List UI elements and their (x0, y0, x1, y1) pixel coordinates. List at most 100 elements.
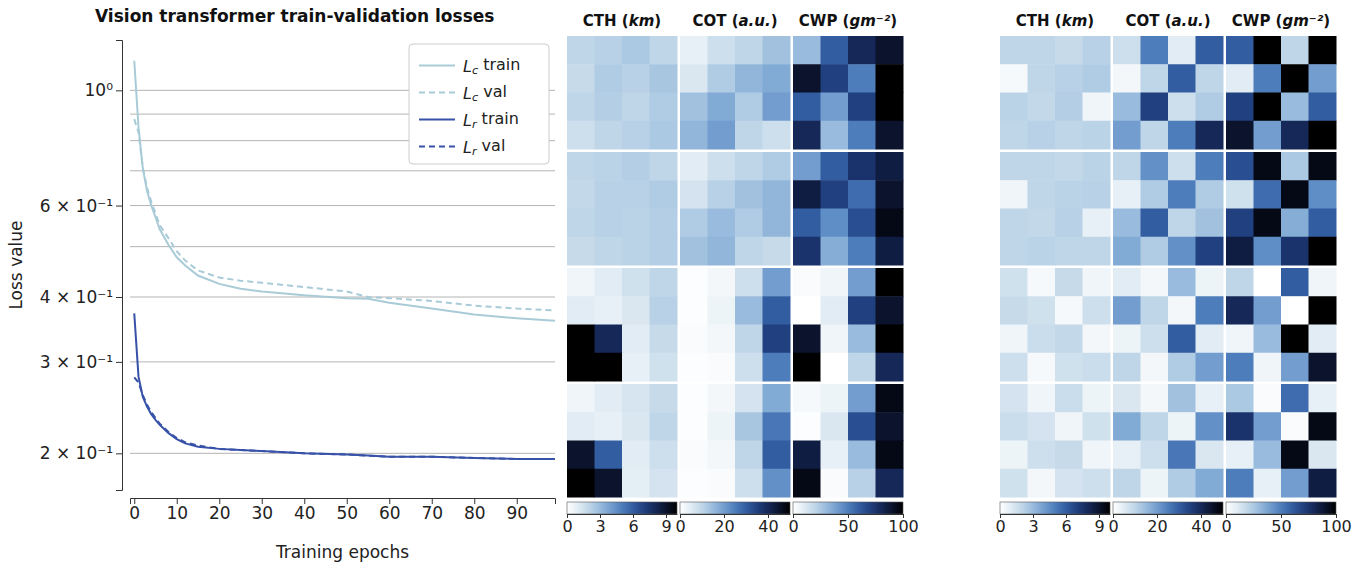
cell (1168, 64, 1196, 93)
cell (1281, 121, 1309, 150)
cell (567, 441, 595, 470)
cell (1055, 325, 1083, 354)
cell (1168, 209, 1196, 238)
cell (1000, 268, 1028, 297)
colorbar-axis-line (681, 514, 791, 515)
colorbar-tick-label: 40 (758, 517, 778, 536)
colorbar-tick-label: 0 (562, 517, 572, 536)
colorbar-tick: 0 (562, 514, 572, 536)
cell (848, 209, 876, 238)
cell (622, 325, 650, 354)
column-title: COT (a.u.) (692, 12, 777, 30)
cell (622, 412, 650, 441)
cell (1000, 121, 1028, 150)
chart-title: Vision transformer train-validation loss… (95, 6, 494, 26)
cell (595, 237, 623, 266)
cell (1254, 384, 1282, 413)
cell (622, 268, 650, 297)
cell (1196, 268, 1224, 297)
cell (1226, 121, 1254, 150)
x-tick-label: 30 (251, 503, 273, 523)
colorbar (1226, 502, 1336, 514)
cell (1309, 36, 1337, 65)
panel (1113, 152, 1224, 266)
cell (1000, 180, 1028, 209)
cell (1113, 36, 1141, 65)
cell (680, 93, 708, 122)
cell (1309, 325, 1337, 354)
cell (708, 353, 736, 382)
cell (848, 268, 876, 297)
cell (1000, 469, 1028, 498)
cell (1309, 353, 1337, 382)
cell (1168, 353, 1196, 382)
cell (876, 325, 904, 354)
cell (650, 412, 678, 441)
colorbar-tick: 9 (1094, 514, 1104, 536)
cell (1254, 121, 1282, 150)
cell (793, 237, 821, 266)
panel (567, 384, 678, 498)
cell (1141, 36, 1169, 65)
cell (735, 325, 763, 354)
cell (1055, 441, 1083, 470)
cell (1309, 93, 1337, 122)
panel (680, 152, 791, 266)
colorbar-tick: 3 (595, 514, 605, 536)
cell (595, 353, 623, 382)
cell (876, 353, 904, 382)
x-tick-label: 50 (336, 503, 358, 523)
cell (1141, 384, 1169, 413)
cell (650, 180, 678, 209)
cell (1309, 180, 1337, 209)
y-tick-mark (116, 362, 122, 363)
cell (848, 384, 876, 413)
colorbar (567, 502, 677, 514)
cell (1028, 93, 1056, 122)
y-tick: 6 × 10⁻¹ (40, 195, 122, 215)
cell (1055, 353, 1083, 382)
cell (1000, 296, 1028, 325)
grid-line (130, 170, 555, 171)
cell (1281, 209, 1309, 238)
cell (1141, 237, 1169, 266)
panel (1113, 36, 1224, 150)
cell (708, 93, 736, 122)
cell (567, 36, 595, 65)
cell (1281, 296, 1309, 325)
cell (1226, 412, 1254, 441)
cell (763, 325, 791, 354)
colorbar-tick: 50 (838, 514, 858, 536)
cell (1028, 384, 1056, 413)
cell (1000, 441, 1028, 470)
cell (622, 469, 650, 498)
cell (1028, 209, 1056, 238)
x-axis-title: Training epochs (275, 542, 409, 562)
cell (1281, 268, 1309, 297)
cell (735, 237, 763, 266)
cell (1000, 353, 1028, 382)
cell (1196, 36, 1224, 65)
cell (735, 93, 763, 122)
cell (1113, 237, 1141, 266)
cell (821, 353, 849, 382)
cell (876, 296, 904, 325)
cell (821, 296, 849, 325)
cell (848, 296, 876, 325)
plot-area (134, 61, 555, 459)
cell (595, 384, 623, 413)
cell (821, 469, 849, 498)
colorbar-tick-label: 9 (661, 517, 671, 536)
cell (1083, 64, 1111, 93)
cell (650, 268, 678, 297)
cell (650, 93, 678, 122)
cell (1309, 469, 1337, 498)
cell (1254, 36, 1282, 65)
cell (595, 441, 623, 470)
panel (1113, 384, 1224, 498)
cell (1168, 152, 1196, 181)
cell (763, 93, 791, 122)
cell (1055, 384, 1083, 413)
cell (793, 209, 821, 238)
cell (735, 64, 763, 93)
